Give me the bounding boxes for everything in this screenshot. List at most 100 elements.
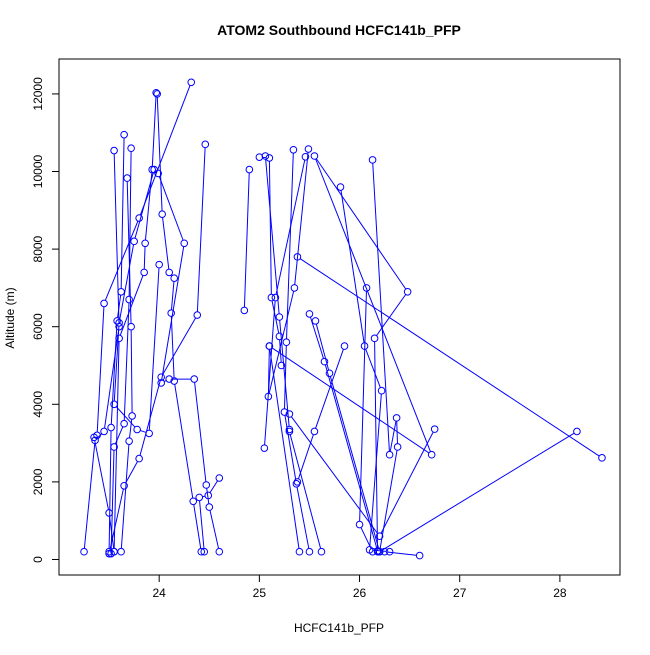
profile-segment — [366, 349, 381, 387]
profile-segment — [163, 318, 196, 374]
profile-segment — [140, 86, 190, 215]
data-point — [356, 521, 363, 528]
profile-segment — [157, 97, 162, 210]
profile-segment — [287, 153, 294, 338]
data-point — [188, 79, 195, 86]
profile-segment — [95, 441, 109, 510]
data-point — [121, 420, 128, 427]
data-point — [404, 288, 411, 295]
data-point — [126, 296, 133, 303]
data-point — [428, 451, 435, 458]
plot-frame — [59, 59, 620, 575]
profile-segment — [120, 276, 143, 335]
data-point — [121, 131, 128, 138]
data-point — [203, 482, 210, 489]
data-point — [290, 146, 297, 153]
data-point — [341, 343, 348, 350]
data-point — [146, 430, 153, 437]
profile-segment — [84, 444, 94, 548]
profile-segment — [300, 259, 599, 456]
data-point — [371, 335, 378, 342]
profile-segment — [380, 450, 397, 548]
data-point — [81, 548, 88, 555]
data-point — [262, 153, 269, 160]
x-tick-label: 28 — [553, 586, 567, 600]
data-point — [194, 312, 201, 319]
profile-segment — [210, 511, 218, 549]
data-point — [141, 269, 148, 276]
data-point — [296, 548, 303, 555]
profile-segment — [325, 365, 376, 548]
data-point — [256, 154, 263, 161]
x-tick-label: 27 — [453, 586, 467, 600]
data-point — [106, 510, 113, 517]
data-point — [101, 428, 108, 435]
chart-title: ATOM2 Southbound HCFC141b_PFP — [217, 22, 461, 38]
data-point — [378, 387, 385, 394]
x-tick-label: 24 — [152, 586, 166, 600]
data-point — [101, 300, 108, 307]
plot-series — [81, 79, 606, 559]
data-point — [206, 504, 213, 511]
data-point — [306, 311, 313, 318]
profile-segment — [97, 307, 104, 432]
data-point — [306, 548, 313, 555]
x-tick-label: 26 — [353, 586, 367, 600]
data-point — [134, 426, 141, 433]
profile-segment — [171, 317, 174, 378]
data-point — [196, 494, 203, 501]
data-point — [202, 141, 209, 148]
data-point — [312, 318, 319, 325]
data-point — [142, 240, 149, 247]
data-point — [156, 261, 163, 268]
data-point — [276, 314, 283, 321]
data-point — [131, 238, 138, 245]
profile-segment — [159, 177, 183, 240]
data-point — [326, 370, 333, 377]
data-point — [121, 482, 128, 489]
profile-segment — [291, 417, 377, 534]
profile-segment — [197, 148, 205, 312]
data-point — [108, 424, 115, 431]
profile-segment — [131, 330, 132, 412]
profile-segment — [200, 501, 204, 548]
data-point — [599, 455, 606, 462]
y-tick-label: 4000 — [31, 391, 45, 418]
profile-segment — [244, 173, 249, 307]
data-point — [111, 401, 118, 408]
data-point — [261, 445, 268, 452]
profile-segment — [175, 384, 193, 497]
data-point — [386, 548, 393, 555]
profile-segment — [316, 159, 405, 289]
data-point — [266, 155, 273, 162]
profile-segment — [299, 435, 314, 479]
profile-segment — [316, 349, 344, 428]
profile-segment — [390, 421, 396, 451]
profile-segment — [152, 96, 156, 166]
data-point — [129, 413, 136, 420]
data-point — [311, 428, 318, 435]
profile-segment — [121, 445, 129, 549]
data-point — [416, 552, 423, 559]
data-point — [241, 307, 248, 314]
profile-segment — [360, 291, 367, 521]
profile-segment — [114, 342, 119, 548]
y-axis-label: Altitude (m) — [3, 287, 17, 348]
data-point — [294, 479, 301, 486]
data-point — [369, 157, 376, 164]
x-axis-label: HCFC141b_PFP — [294, 621, 384, 635]
y-tick-label: 10000 — [31, 155, 45, 189]
profile-segment — [194, 505, 201, 549]
data-point — [574, 428, 581, 435]
data-point — [166, 269, 173, 276]
profile-segment — [135, 173, 153, 238]
y-tick-label: 6000 — [31, 313, 45, 340]
profile-segment — [272, 348, 428, 453]
y-tick-label: 8000 — [31, 235, 45, 262]
profile-segment — [361, 528, 371, 549]
profile-segment — [149, 268, 159, 430]
profile-segment — [397, 421, 398, 443]
